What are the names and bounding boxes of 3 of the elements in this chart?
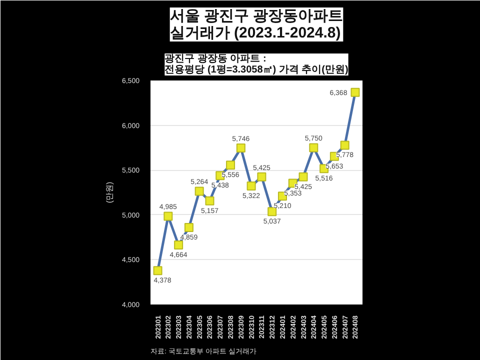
y-axis-title: (만원) [104,182,114,204]
chart-title: 서울 광진구 광장동아파트 실거래가 (2023.1-2024.8) [170,8,344,42]
chart-subtitle: 광진구 광장동 아파트 : 전용평당 (1평=3.3058㎡) 가격 추이(만원) [164,54,348,76]
